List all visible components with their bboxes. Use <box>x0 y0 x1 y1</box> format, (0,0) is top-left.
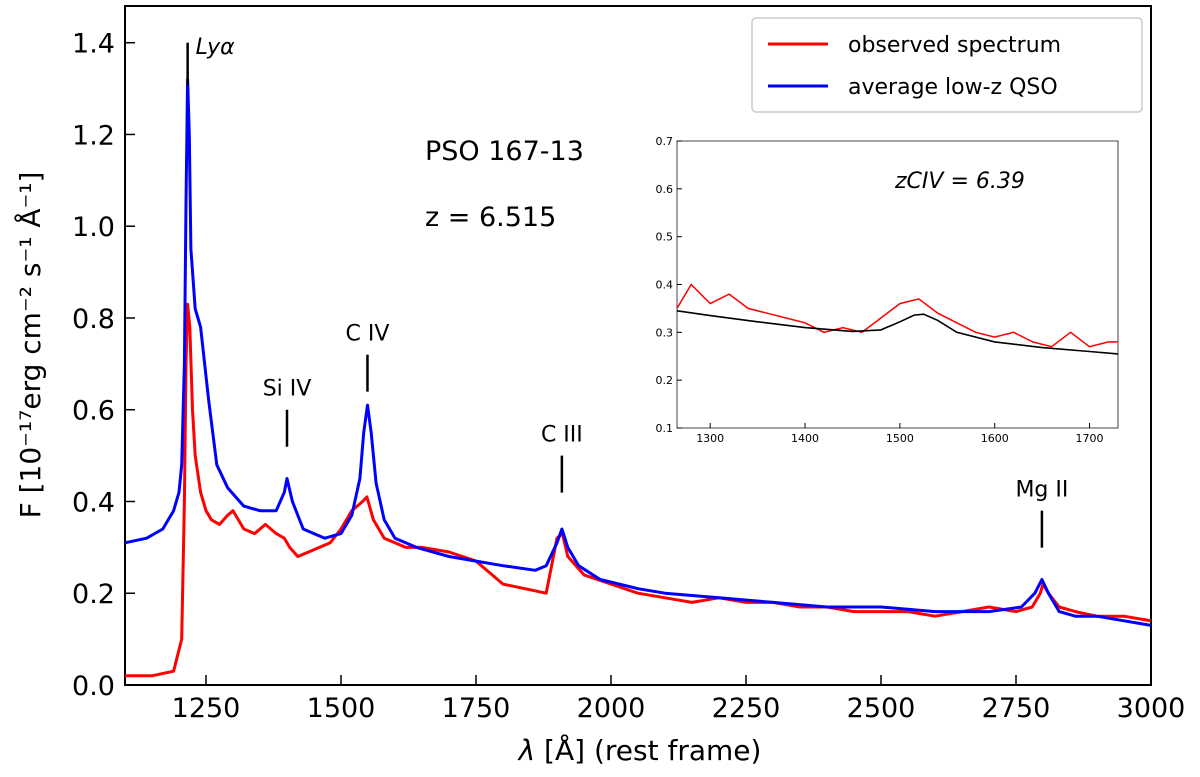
redshift-label: z = 6.515 <box>425 202 556 233</box>
inset-frame <box>676 140 1119 429</box>
inset-annotation: zCIV = 6.39 <box>894 169 1025 194</box>
inset-x-tick-label: 1600 <box>981 432 1009 445</box>
x-axis-title: λ [Å] (rest frame) <box>517 733 762 767</box>
main-ticks: 1250 1500 1750 2000 2250 2500 2750 3000 0.0 0.2 0.… <box>72 29 1185 724</box>
inset-y-tick-label: 0.2 <box>656 374 674 387</box>
x-tick-label: 1500 <box>307 693 376 724</box>
x-tick-label: 2750 <box>982 693 1051 724</box>
legend-label-observed: observed spectrum <box>848 33 1061 58</box>
line-label: Si IV <box>263 377 312 402</box>
y-tick-label: 0.2 <box>72 579 115 610</box>
inset-chart: 1300 1400 1500 1600 1700 0.1 0.2 0.3 0.4 0.5 0.6 0.… <box>656 135 1119 445</box>
line-label: C III <box>541 423 583 448</box>
inset-y-tick-label: 0.5 <box>656 231 674 244</box>
y-tick-label: 1.0 <box>72 212 115 243</box>
inset-y-tick-label: 0.7 <box>656 135 674 148</box>
x-tick-label: 1250 <box>172 693 241 724</box>
inset-y-tick-label: 0.1 <box>656 422 674 435</box>
inset-series <box>677 283 1118 355</box>
x-tick-label: 2250 <box>712 693 781 724</box>
inset-x-tick-label: 1500 <box>886 432 914 445</box>
inset-x-tick-label: 1400 <box>791 432 819 445</box>
inset-y-tick-label: 0.4 <box>656 279 674 292</box>
line-label: Mg II <box>1015 478 1068 503</box>
inset-ticks: 1300 1400 1500 1600 1700 0.1 0.2 0.3 0.4 0.5 0.6 0.… <box>656 135 1104 445</box>
inset-y-tick-label: 0.6 <box>656 183 674 196</box>
inset-series-model <box>677 310 1118 355</box>
y-tick-label: 0.4 <box>72 487 115 518</box>
x-axis-unit: [Å] (rest frame) <box>535 733 761 767</box>
y-tick-label: 1.4 <box>72 29 115 60</box>
legend-label-average: average low-z QSO <box>848 75 1058 100</box>
legend: observed spectrum average low-z QSO <box>751 17 1143 113</box>
legend-box <box>751 17 1143 113</box>
y-tick-label: 1.2 <box>72 120 115 151</box>
x-tick-label: 3000 <box>1117 693 1186 724</box>
x-tick-label: 2000 <box>577 693 646 724</box>
y-axis-title: F [10⁻¹⁷erg cm⁻² s⁻¹ Å⁻¹] <box>13 172 47 519</box>
main-series <box>125 77 1151 678</box>
x-tick-label: 2500 <box>847 693 916 724</box>
inset-y-tick-label: 0.3 <box>656 326 674 339</box>
inset-series-observed <box>677 283 1118 348</box>
x-tick-label: 1750 <box>442 693 511 724</box>
y-tick-label: 0.0 <box>72 671 115 702</box>
lya-label: Lyα <box>196 35 235 60</box>
inset-x-tick-label: 1700 <box>1076 432 1104 445</box>
line-markers: Lyα Si IV C IV C III Mg II <box>186 35 1068 548</box>
series-average-qso <box>125 77 1151 627</box>
object-name: PSO 167-13 <box>425 136 584 167</box>
line-label: C IV <box>346 322 390 347</box>
inset-x-tick-label: 1300 <box>696 432 724 445</box>
y-tick-label: 0.6 <box>72 396 115 427</box>
x-axis-lambda: λ <box>517 734 536 767</box>
y-tick-label: 0.8 <box>72 304 115 335</box>
